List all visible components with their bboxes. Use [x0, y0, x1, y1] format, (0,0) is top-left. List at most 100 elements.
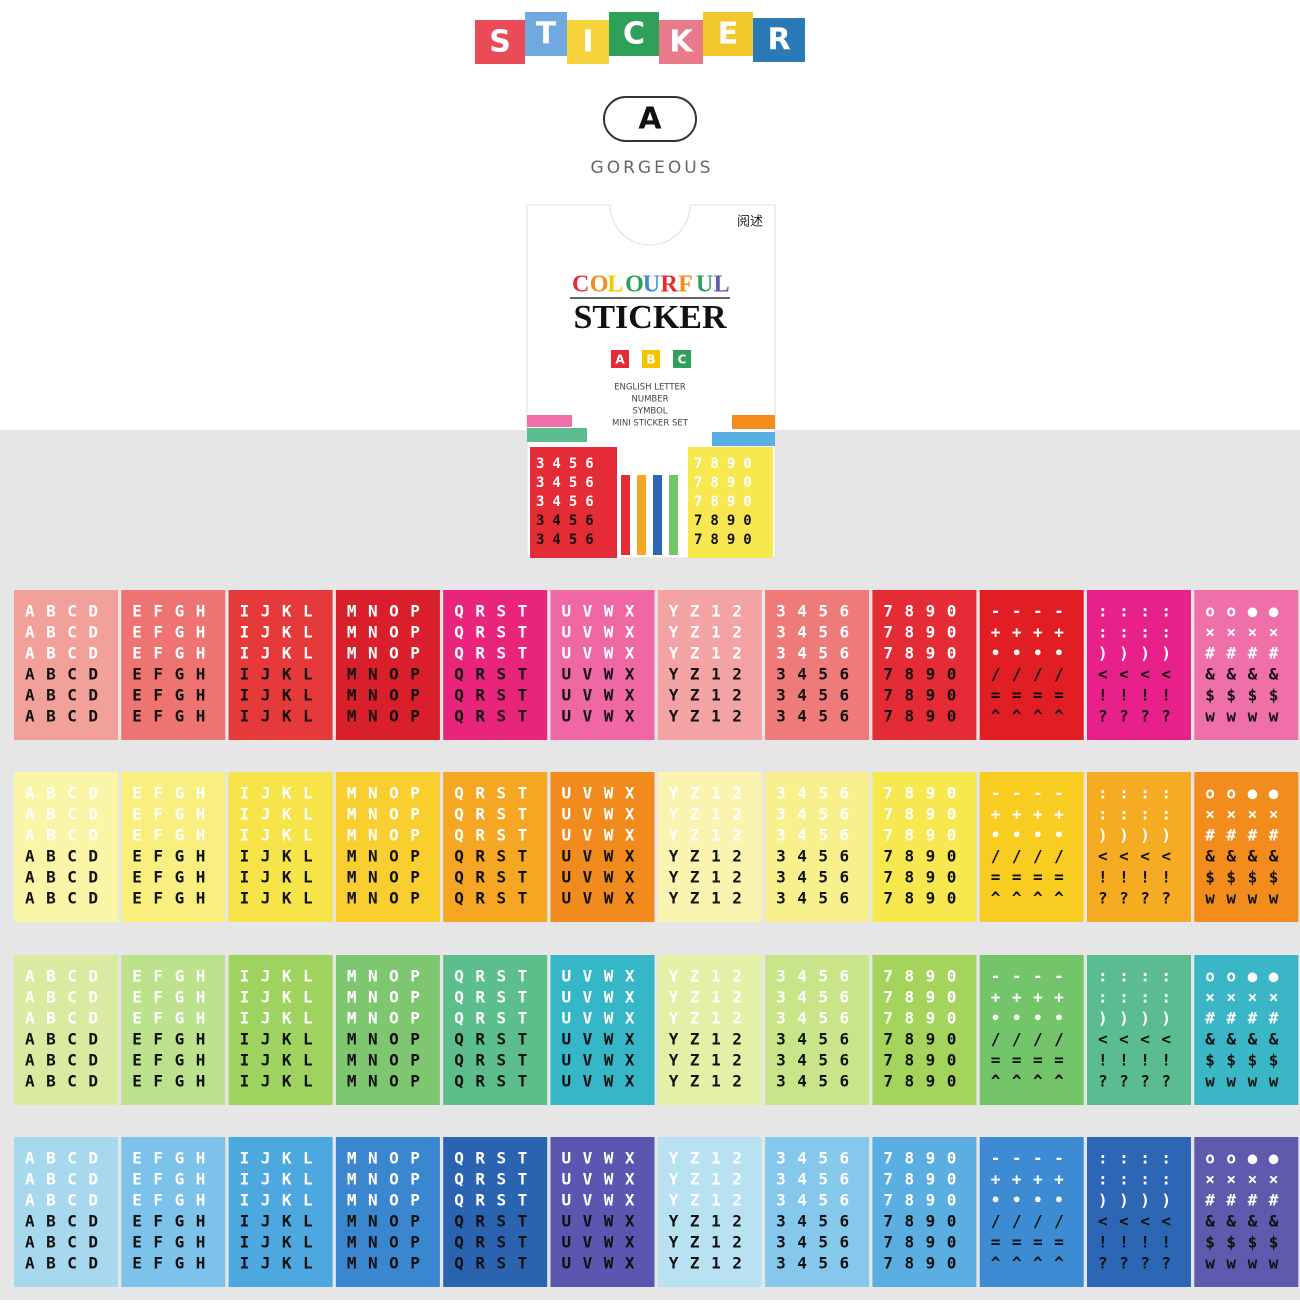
mini-line: 3456 [536, 456, 602, 472]
sheet-line: YZ12 [669, 1170, 754, 1189]
title-letter: T [536, 17, 557, 52]
sheet-line: :::: [1098, 784, 1183, 803]
mini-line: 7890 [694, 532, 760, 548]
sheet-line: EFGH [132, 1191, 217, 1210]
sheet-line: IJKL [240, 1072, 325, 1091]
sticker-sheet [443, 955, 548, 1105]
sheet-line: EFGH [132, 1051, 217, 1070]
crayon [653, 475, 662, 555]
sheet-line: UVWX [562, 686, 647, 705]
sheet-line: oo●● [1205, 1149, 1290, 1168]
sheet-line: YZ12 [669, 784, 754, 803]
sheet-line: oo●● [1205, 967, 1290, 986]
sheet-line: QRST [454, 1051, 539, 1070]
sheet-line: •••• [991, 1009, 1076, 1028]
sheet-line: 3456 [776, 1191, 861, 1210]
sheet-line: //// [991, 847, 1076, 866]
sheet-line: IJKL [240, 805, 325, 824]
sheet-line: MNOP [347, 707, 432, 726]
sheet-line: 3456 [776, 1212, 861, 1231]
sheet-line: QRST [454, 644, 539, 663]
sheet-line: IJKL [240, 1149, 325, 1168]
sheet-line: 7890 [883, 1051, 968, 1070]
sheet-line: MNOP [347, 1072, 432, 1091]
sheet-line: wwww [1205, 889, 1290, 908]
sheet-line: ---- [991, 1149, 1076, 1168]
sheet-line: QRST [454, 665, 539, 684]
sheet-line: EFGH [132, 707, 217, 726]
sticker-sheet [228, 772, 333, 922]
sheet-line: YZ12 [669, 988, 754, 1007]
title-tile [659, 20, 703, 64]
sheet-line: MNOP [347, 1254, 432, 1273]
sheet-line: 7890 [883, 868, 968, 887]
colourful-letter: L [607, 272, 623, 298]
sheet-line: ^^^^ [991, 889, 1076, 908]
sheet-line: MNOP [347, 988, 432, 1007]
colourful-letter: R [661, 272, 679, 298]
sheet-line: 3456 [776, 644, 861, 663]
sticker-sheet [1194, 955, 1299, 1105]
colourful-letter: L [714, 272, 730, 298]
sheet-line: UVWX [562, 1030, 647, 1049]
sticker-sheet [14, 590, 118, 740]
sheet-line: 3456 [776, 686, 861, 705]
sticker-sheet [443, 1137, 548, 1287]
sticker-sheet [872, 955, 977, 1105]
abc-tile [642, 350, 660, 368]
sheet-line: 7890 [883, 1030, 968, 1049]
sticker-sheet [121, 1137, 226, 1287]
strip [732, 415, 775, 429]
sheet-line: MNOP [347, 967, 432, 986]
sheet-line: ==== [991, 686, 1076, 705]
sticker-sheet [228, 590, 333, 740]
sheet-line: EFGH [132, 889, 217, 908]
sheet-line: :::: [1098, 805, 1183, 824]
sheet-line: YZ12 [669, 1191, 754, 1210]
sheet-line: #### [1205, 1009, 1290, 1028]
sheet-line: 7890 [883, 1191, 968, 1210]
sticker-sheet [228, 955, 333, 1105]
sheet-line: :::: [1098, 1149, 1183, 1168]
sheet-line: IJKL [240, 707, 325, 726]
sticker-sheet [14, 772, 118, 922]
sticker-sheet [14, 955, 118, 1105]
sheet-line: UVWX [562, 847, 647, 866]
sticker-sheet [979, 772, 1084, 922]
sheet-line: 3456 [776, 1233, 861, 1252]
sheet-line: 7890 [883, 602, 968, 621]
sheet-line: oo●● [1205, 784, 1290, 803]
sheet-line: )))) [1098, 826, 1183, 845]
sheet-line: ==== [991, 1233, 1076, 1252]
colourful-letter: U [696, 272, 713, 298]
sheet-line: 3456 [776, 623, 861, 642]
sticker-sheet [1087, 590, 1191, 740]
sheet-line: ABCD [25, 784, 110, 803]
sticker-sheet [657, 1137, 762, 1287]
sticker-sheet [550, 772, 655, 922]
sheet-line: UVWX [562, 784, 647, 803]
sheet-line: 7890 [883, 1009, 968, 1028]
title-letter: C [623, 17, 645, 52]
sticker-sheet [1194, 1137, 1299, 1287]
sheet-line: YZ12 [669, 847, 754, 866]
sheet-line: EFGH [132, 988, 217, 1007]
title-letter: I [582, 25, 593, 60]
sheet-line: EFGH [132, 826, 217, 845]
sheet-line: QRST [454, 805, 539, 824]
sheet-line: MNOP [347, 889, 432, 908]
title-tile [609, 12, 659, 56]
sheet-line: UVWX [562, 1212, 647, 1231]
sheet-line: ABCD [25, 623, 110, 642]
sheet-line: &&&& [1205, 1212, 1290, 1231]
sheet-line: MNOP [347, 868, 432, 887]
sheet-line: ABCD [25, 1030, 110, 1049]
sheet-line: 3456 [776, 847, 861, 866]
sheet-line: ×××× [1205, 623, 1290, 642]
sheet-line: 7890 [883, 826, 968, 845]
sheet-line: ???? [1098, 1254, 1183, 1273]
sheet-line: MNOP [347, 784, 432, 803]
sheet-line: IJKL [240, 784, 325, 803]
title-letter: E [718, 17, 739, 52]
